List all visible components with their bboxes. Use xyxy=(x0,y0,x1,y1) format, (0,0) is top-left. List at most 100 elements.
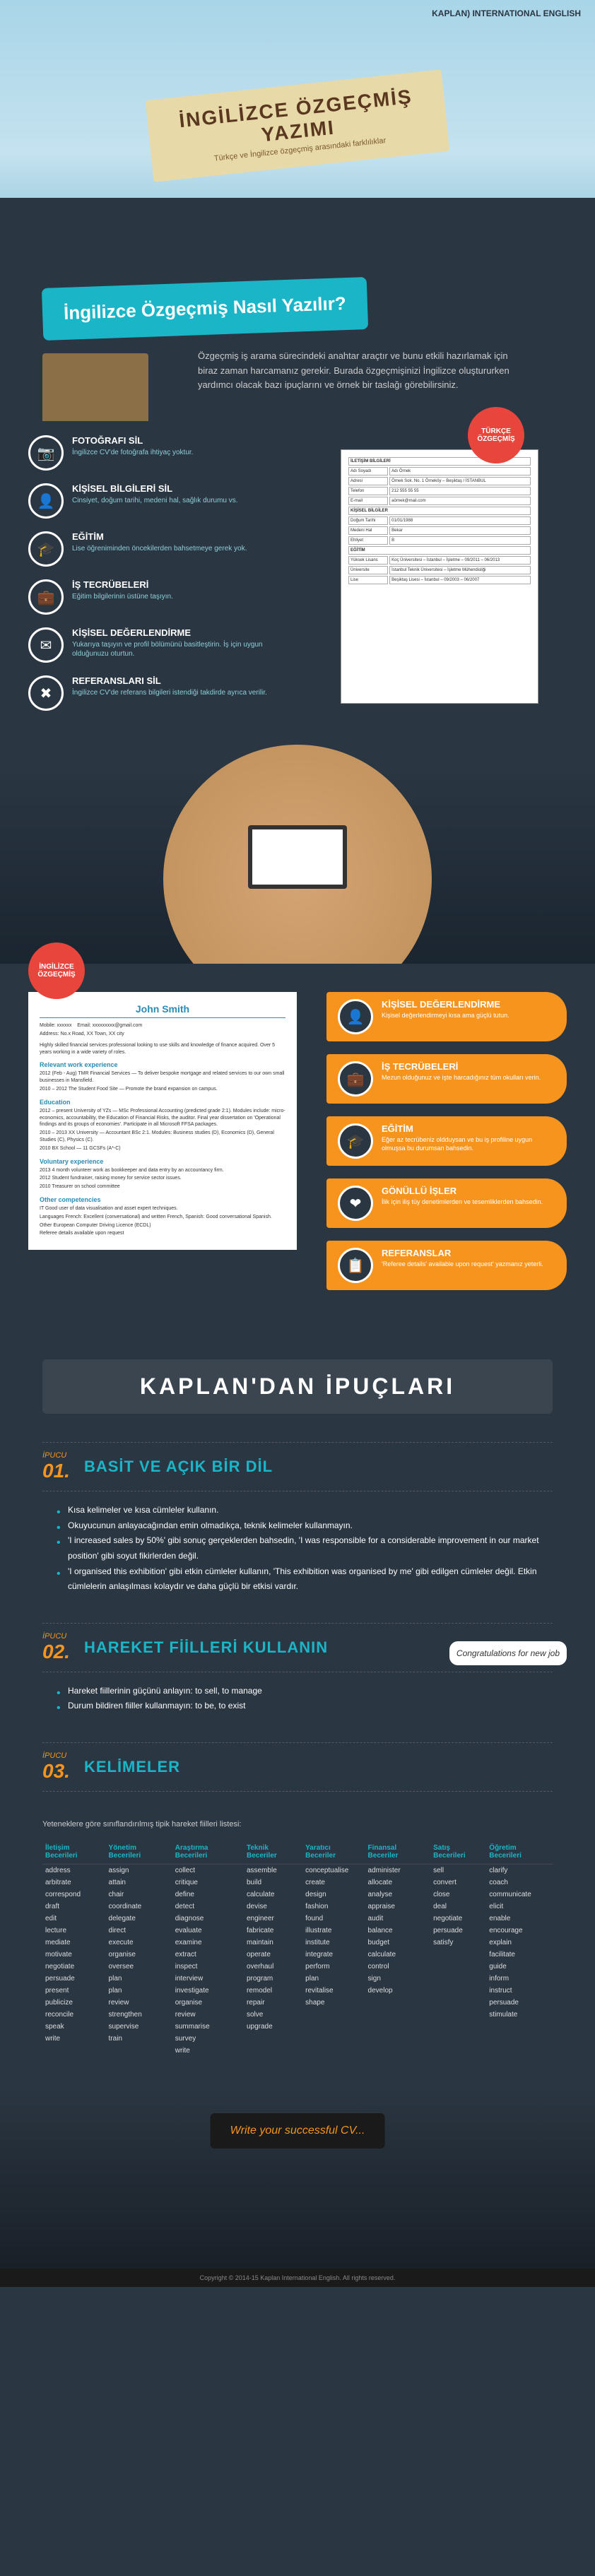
feature-desc: 'Referee details' available upon request… xyxy=(382,1260,543,1269)
verb-cell xyxy=(302,2033,365,2045)
verb-cell: control xyxy=(365,1961,431,1973)
verb-cell xyxy=(365,2045,431,2057)
laptop-icon xyxy=(248,825,347,889)
verb-row: publicizerevieworganiserepairshapepersua… xyxy=(42,1997,553,2009)
verb-cell: solve xyxy=(244,2009,302,2021)
feature-item: 👤 KİŞİSEL DEĞERLENDİRME Kişisel değerlen… xyxy=(326,992,567,1041)
verb-cell: evaluate xyxy=(172,1925,244,1937)
verb-cell: engineer xyxy=(244,1913,302,1925)
verb-cell xyxy=(365,2033,431,2045)
verb-cell: reconcile xyxy=(42,2009,106,2021)
verb-cell: explain xyxy=(486,1937,553,1949)
verb-cell: communicate xyxy=(486,1889,553,1901)
verb-cell: summarise xyxy=(172,2021,244,2033)
feature-item: ✉ KİŞİSEL DEĞERLENDİRME Yukarıya taşıyın… xyxy=(28,627,269,663)
verb-cell: institute xyxy=(302,1937,365,1949)
verb-row: motivateorganiseextractoperateintegratec… xyxy=(42,1949,553,1961)
skyline-silhouette xyxy=(0,198,595,254)
feature-title: KİŞİSEL DEĞERLENDİRME xyxy=(72,627,269,638)
intro-paragraph: Özgeçmiş iş arama sürecindeki anahtar ar… xyxy=(198,349,516,393)
feature-item: 💼 İŞ TECRÜBELERİ Mezun olduğunuz ve işte… xyxy=(326,1054,567,1104)
footer-scene: Write your successful CV... xyxy=(0,2085,595,2269)
verb-cell: chair xyxy=(106,1889,172,1901)
verb-cell: elicit xyxy=(486,1901,553,1913)
verb-cell: define xyxy=(172,1889,244,1901)
verb-cell: delegate xyxy=(106,1913,172,1925)
tips-section: KAPLAN'DAN İPUÇLARI İPUCU01. BASİT VE AÇ… xyxy=(0,1331,595,2085)
verb-cell: detect xyxy=(172,1901,244,1913)
verb-cell: train xyxy=(106,2033,172,2045)
verb-cell: arbitrate xyxy=(42,1877,106,1889)
verb-cell: guide xyxy=(486,1961,553,1973)
tip-bullet: Hareket fiillerinin güçünü anlayın: to s… xyxy=(57,1684,553,1699)
verb-cell: illustrate xyxy=(302,1925,365,1937)
tip-block: İPUCU03. KELİMELER xyxy=(42,1742,553,1792)
turkish-cv-document: İLETİŞİM BİLGİLERİ Adı SoyadıAdı Örnek A… xyxy=(341,449,538,704)
verb-cell: audit xyxy=(365,1913,431,1925)
verb-cell xyxy=(430,1973,486,1985)
verb-cell: stimulate xyxy=(486,2009,553,2021)
verb-cell: coordinate xyxy=(106,1901,172,1913)
tip-bullet: 'I increased sales by 50%' gibi sonuç ge… xyxy=(57,1533,553,1564)
verb-cell: negotiate xyxy=(42,1961,106,1973)
verb-cell xyxy=(302,2045,365,2057)
verb-cell: lecture xyxy=(42,1925,106,1937)
verb-row: editdelegatediagnoseengineerfoundauditne… xyxy=(42,1913,553,1925)
feature-item: 🎓 EĞİTİM Eğer az tecrübeniz oldduysan ve… xyxy=(326,1116,567,1166)
verb-cell: plan xyxy=(302,1973,365,1985)
feature-item: 🎓 EĞİTİM Lise öğreniminden öncekilerden … xyxy=(28,531,269,567)
verb-cell: budget xyxy=(365,1937,431,1949)
verb-cell: sell xyxy=(430,1864,486,1877)
verb-cell: coach xyxy=(486,1877,553,1889)
feature-title: KİŞİSEL BİLGİLERİ SİL xyxy=(72,483,238,494)
feature-icon: 💼 xyxy=(28,579,64,615)
verb-cell xyxy=(302,2009,365,2021)
tips-title-box: KAPLAN'DAN İPUÇLARI xyxy=(42,1359,553,1414)
verb-cell: satisfy xyxy=(430,1937,486,1949)
verb-cell: sign xyxy=(365,1973,431,1985)
tip-block: İPUCU01. BASİT VE AÇIK BİR DİL Kısa keli… xyxy=(42,1442,553,1595)
feature-icon: 📋 xyxy=(338,1248,373,1283)
verb-cell: speak xyxy=(42,2021,106,2033)
verb-cell: maintain xyxy=(244,1937,302,1949)
verb-cell: perform xyxy=(302,1961,365,1973)
verb-cell: create xyxy=(302,1877,365,1889)
english-cv-section: İNGİLİZCE ÖZGEÇMİŞ John Smith Mobile: xx… xyxy=(0,964,595,1331)
feature-item: 📷 FOTOĞRAFI SİL İngilizce CV'de fotoğraf… xyxy=(28,435,269,471)
verb-cell: repair xyxy=(244,1997,302,2009)
english-badge: İNGİLİZCE ÖZGEÇMİŞ xyxy=(28,943,85,999)
tip-bullet: 'I organised this exhibition' gibi etkin… xyxy=(57,1564,553,1595)
verb-row: persuadeplaninterviewprogramplansigninfo… xyxy=(42,1973,553,1985)
feature-desc: İlik için iliş tüy denetimlerden ve tese… xyxy=(382,1198,543,1207)
verb-cell: found xyxy=(302,1913,365,1925)
verb-row: correspondchairdefinecalculatedesignanal… xyxy=(42,1889,553,1901)
feature-desc: Mezun olduğunuz ve işte harcadığınız tüm… xyxy=(382,1074,541,1082)
verb-cell: balance xyxy=(365,1925,431,1937)
feature-title: REFERANSLARI SİL xyxy=(72,675,267,686)
verb-cell: address xyxy=(42,1864,106,1877)
verb-cell: correspond xyxy=(42,1889,106,1901)
feature-icon: 👤 xyxy=(338,999,373,1034)
verb-row: mediateexecuteexaminemaintaininstitutebu… xyxy=(42,1937,553,1949)
verb-cell: enable xyxy=(486,1913,553,1925)
verb-cell: diagnose xyxy=(172,1913,244,1925)
feature-desc: Cinsiyet, doğum tarihi, medeni hal, sağl… xyxy=(72,496,238,505)
tip-bullet: Kısa kelimeler ve kısa cümleler kullanın… xyxy=(57,1503,553,1518)
verb-cell: assign xyxy=(106,1864,172,1877)
intro-title-box: İngilizce Özgeçmiş Nasıl Yazılır? xyxy=(42,277,368,341)
feature-icon: 🎓 xyxy=(338,1123,373,1159)
verb-row: addressassigncollectassembleconceptualis… xyxy=(42,1864,553,1877)
verb-row: write xyxy=(42,2045,553,2057)
verb-cell: allocate xyxy=(365,1877,431,1889)
feature-desc: Lise öğreniminden öncekilerden bahsetmey… xyxy=(72,544,247,553)
cv-name: John Smith xyxy=(40,1003,285,1018)
verb-cell xyxy=(430,1949,486,1961)
verb-cell: overhaul xyxy=(244,1961,302,1973)
verb-row: reconcilestrengthenreviewsolvestimulate xyxy=(42,2009,553,2021)
feature-title: EĞİTİM xyxy=(72,531,247,542)
verb-cell xyxy=(486,2033,553,2045)
verb-cell xyxy=(42,2045,106,2057)
verb-header: Araştırma Becerileri xyxy=(172,1840,244,1865)
verb-cell xyxy=(244,2033,302,2045)
verb-cell: organise xyxy=(106,1949,172,1961)
